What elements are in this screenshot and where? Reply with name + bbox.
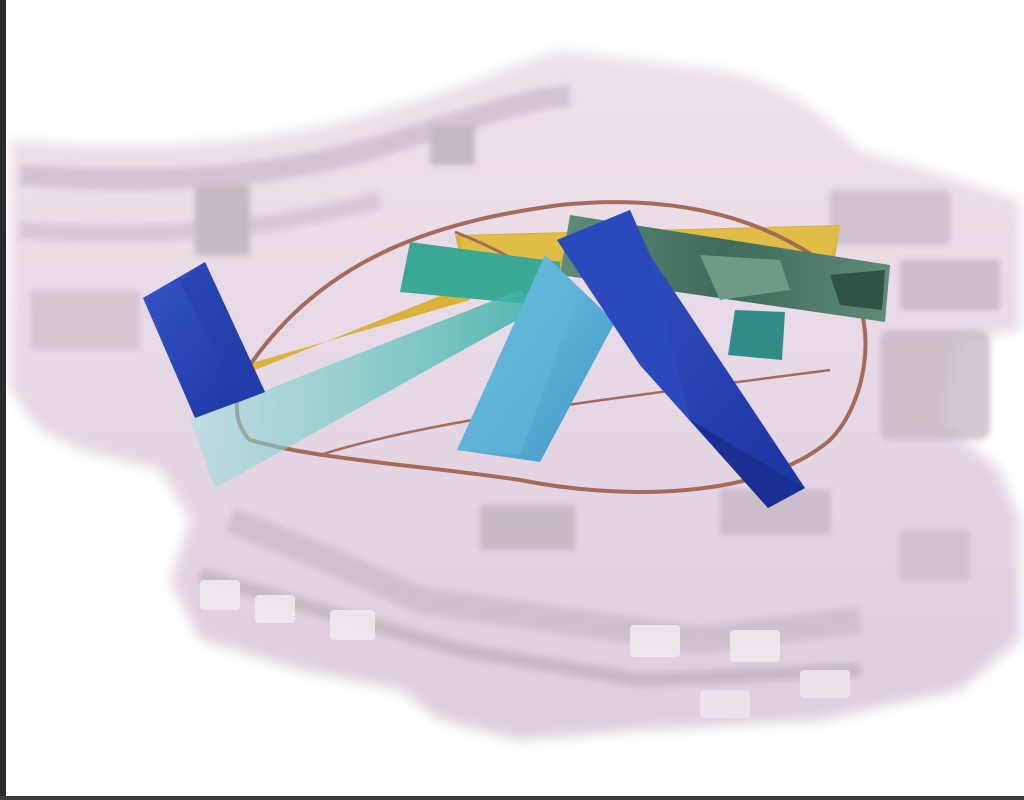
turquoise-strip [190, 290, 535, 488]
bottom-border [0, 796, 1024, 800]
royal-blue-main-strip [557, 210, 805, 508]
frame-details [19, 84, 1000, 688]
frame-tabs [200, 580, 850, 718]
royal-blue-left-strip [143, 262, 265, 418]
teal-strip [400, 242, 785, 360]
sky-blue-strip [457, 255, 615, 462]
left-border [0, 0, 6, 800]
